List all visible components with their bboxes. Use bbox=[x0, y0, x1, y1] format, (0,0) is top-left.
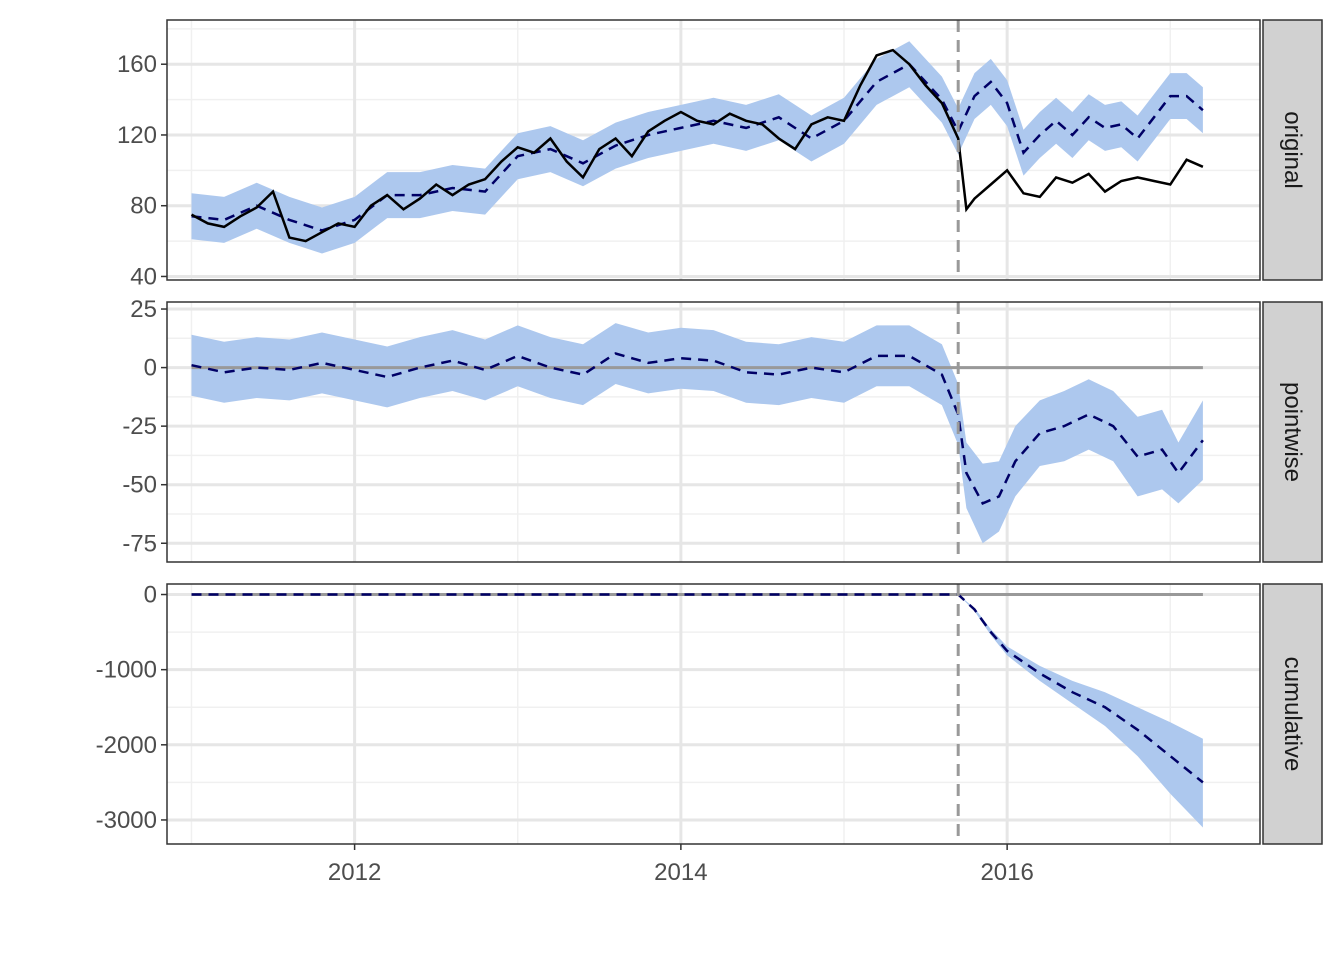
y-tick-label: -50 bbox=[122, 472, 157, 499]
y-tick-label: -3000 bbox=[96, 807, 157, 834]
x-tick-label: 2016 bbox=[980, 859, 1033, 886]
x-tick-label: 2012 bbox=[328, 859, 381, 886]
panel-border-original bbox=[166, 19, 1261, 281]
y-tick-label: 120 bbox=[117, 122, 157, 149]
y-tick-label: -1000 bbox=[96, 657, 157, 684]
y-tick-label: 25 bbox=[130, 296, 157, 323]
credible-interval-band-pointwise bbox=[191, 323, 1203, 544]
y-tick-label: 40 bbox=[130, 263, 157, 290]
facet-strip-original bbox=[1262, 19, 1323, 281]
y-tick-label: -75 bbox=[122, 530, 157, 557]
panel-border-cumulative bbox=[166, 583, 1261, 845]
y-tick-label: -2000 bbox=[96, 732, 157, 759]
facet-strip-cumulative bbox=[1262, 583, 1323, 845]
facet-strip-label-pointwise: pointwise bbox=[1279, 382, 1306, 482]
facet-strip-label-original: original bbox=[1279, 111, 1306, 188]
predicted-series-line-pointwise bbox=[191, 352, 1204, 506]
facet-strip-pointwise bbox=[1262, 301, 1323, 563]
predicted-series-line-original bbox=[191, 62, 1204, 232]
facet-strip-label-cumulative: cumulative bbox=[1279, 657, 1306, 772]
x-tick-label: 2014 bbox=[654, 859, 707, 886]
panel-background-cumulative bbox=[167, 584, 1260, 844]
predicted-series-line-cumulative bbox=[191, 593, 1204, 784]
credible-interval-band-original bbox=[191, 41, 1203, 254]
panel-border-pointwise bbox=[166, 301, 1261, 563]
observed-series-line-original bbox=[190, 48, 1204, 243]
y-tick-label: 160 bbox=[117, 51, 157, 78]
y-tick-label: 0 bbox=[144, 355, 157, 382]
y-tick-label: -25 bbox=[122, 413, 157, 440]
y-tick-label: 0 bbox=[144, 582, 157, 609]
y-tick-label: 80 bbox=[130, 193, 157, 220]
